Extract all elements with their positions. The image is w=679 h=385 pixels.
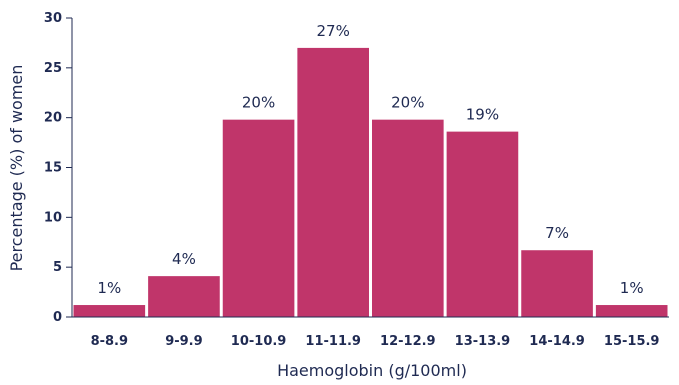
data-label: 27% [317,22,350,40]
x-tick-label: 14-14.9 [529,334,585,349]
x-tick-label: 10-10.9 [231,334,287,349]
bar [521,250,593,317]
x-tick-label: 12-12.9 [380,334,436,349]
data-label: 7% [545,224,569,242]
bar [73,305,146,317]
bar [446,131,519,317]
y-tick-label: 5 [53,260,62,275]
data-label: 1% [620,279,644,297]
y-tick-label: 20 [44,111,62,126]
y-axis-title: Percentage (%) of women [7,65,26,272]
data-label: 1% [97,279,121,297]
y-tick-label: 10 [44,210,62,225]
bar [148,276,220,317]
data-label: 4% [172,250,196,268]
bars: 1% 4% 20% 27% 20% 19% 7% 1% [73,22,668,318]
y-tick-label: 15 [44,161,62,176]
x-tick-label: 8-8.9 [91,334,128,349]
x-tick-label: 15-15.9 [604,334,660,349]
data-label: 20% [391,94,424,112]
x-tick-label: 11-11.9 [305,334,361,349]
bar [297,47,369,318]
x-axis-title: Haemoglobin (g/100ml) [277,361,467,380]
y-tick-label: 0 [53,310,62,325]
y-tick-label: 25 [44,61,62,76]
data-label: 19% [466,106,499,124]
x-axis: 8-8.9 9-9.9 10-10.9 11-11.9 12-12.9 13-13.9 14… [72,316,669,349]
y-tick-label: 30 [44,11,62,26]
x-tick-label: 9-9.9 [165,334,202,349]
data-label: 20% [242,94,275,112]
y-axis: 0 5 10 15 20 25 30 [44,11,73,325]
x-tick-label: 13-13.9 [455,334,511,349]
bar [222,119,295,317]
bar [372,119,444,317]
bar [595,305,668,317]
